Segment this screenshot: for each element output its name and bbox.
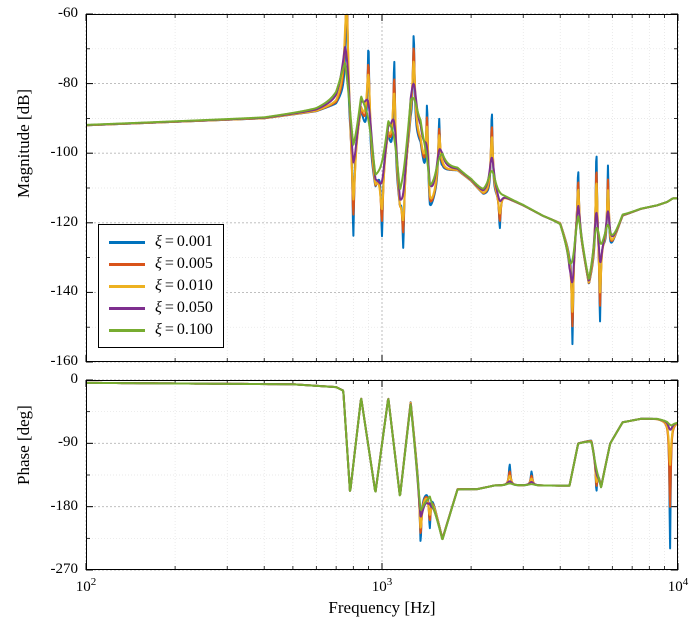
xtick-label: 103 [372,576,393,596]
legend-swatch [109,241,145,244]
legend-item: ξ=0.100 [109,319,213,341]
ytick-label: -180 [18,498,78,515]
ylabel-magnitude: Magnitude [dB] [14,178,34,198]
legend-label: ξ=0.050 [155,299,213,317]
phase-plot [86,380,678,570]
legend-swatch [109,263,145,266]
bode-figure: ξ=0.001 ξ=0.005 ξ=0.010 ξ=0.050 ξ=0.100 -160… [0,0,700,621]
xtick-label: 102 [76,576,97,596]
legend-swatch [109,329,145,332]
legend-swatch [109,285,145,288]
legend-item: ξ=0.010 [109,275,213,297]
legend-label: ξ=0.005 [155,255,213,273]
legend-item: ξ=0.001 [109,231,213,253]
xtick-label: 104 [668,576,689,596]
ytick-label: -140 [18,283,78,300]
legend-item: ξ=0.005 [109,253,213,275]
legend-item: ξ=0.050 [109,297,213,319]
legend-label: ξ=0.001 [155,233,213,251]
phase-panel [86,380,678,570]
xlabel: Frequency [Hz] [312,598,452,618]
ytick-label: -160 [18,353,78,370]
legend-label: ξ=0.100 [155,321,213,339]
legend-swatch [109,307,145,310]
magnitude-panel: ξ=0.001 ξ=0.005 ξ=0.010 ξ=0.050 ξ=0.100 [86,14,678,362]
ylabel-phase: Phase [deg] [14,465,34,485]
ytick-label: -120 [18,214,78,231]
legend-label: ξ=0.010 [155,277,213,295]
ytick-label: -60 [18,5,78,22]
legend: ξ=0.001 ξ=0.005 ξ=0.010 ξ=0.050 ξ=0.100 [98,224,224,348]
ytick-label: -270 [18,561,78,578]
ytick-label: 0 [18,371,78,388]
